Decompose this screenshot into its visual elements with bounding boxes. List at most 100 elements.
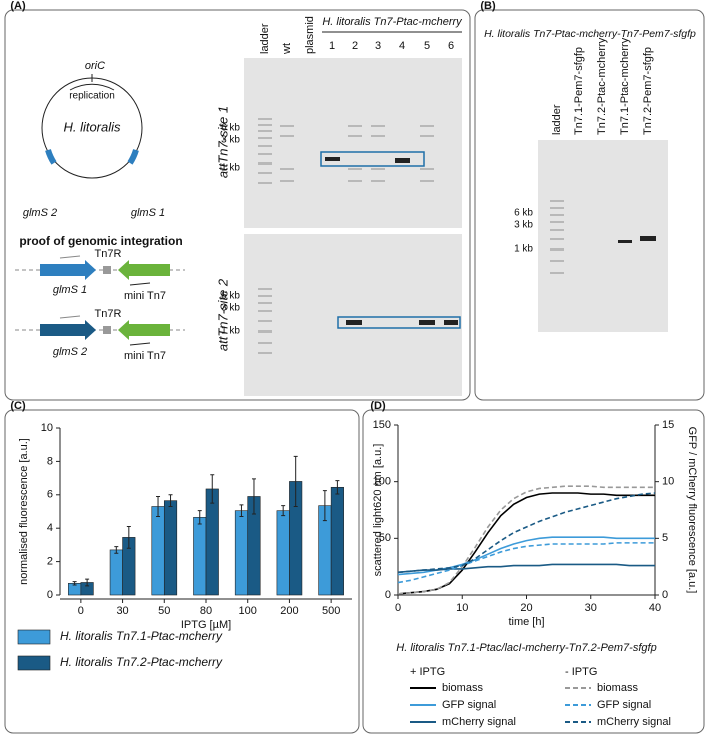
y2-tick-label: 15 xyxy=(662,419,674,431)
y-tick-label: 0 xyxy=(47,589,53,601)
x-tick-label: 500 xyxy=(322,605,340,617)
series-line xyxy=(397,563,655,574)
replication-arrow xyxy=(69,83,115,91)
error-bar xyxy=(156,495,161,518)
lane-label: ladder xyxy=(551,104,563,135)
construct: Tn7R glmS 2 mini Tn7 xyxy=(15,308,185,362)
y2-tick-label: 0 xyxy=(662,589,668,601)
gene-label: glmS 2 xyxy=(53,346,87,358)
panel-c-frame xyxy=(4,409,360,734)
x-tick-label: 20 xyxy=(520,602,532,614)
y-tick-label: 8 xyxy=(47,455,53,467)
y-tick-label: 6 xyxy=(47,489,53,501)
clone-label: 6 xyxy=(448,40,454,52)
y-axis-title: scattered light620 nm [a.u.] xyxy=(372,444,384,577)
lane-label: wt xyxy=(281,43,293,55)
legend-label: biomass xyxy=(597,682,638,694)
size-label: 6 kb xyxy=(221,123,240,134)
x-tick-label: 10 xyxy=(456,602,468,614)
bar xyxy=(276,510,290,596)
section-title: proof of genomic integration xyxy=(19,234,182,248)
size-label: 1 kb xyxy=(221,326,240,337)
legend-label: GFP signal xyxy=(442,699,496,711)
x-tick-label: 40 xyxy=(649,602,661,614)
series-line xyxy=(397,536,655,576)
x-tick-label: 0 xyxy=(395,602,401,614)
x-tick-label: 30 xyxy=(116,605,128,617)
series-line xyxy=(397,492,655,595)
size-label: 6 kb xyxy=(514,208,533,219)
site-label: attTn7-site 1 xyxy=(215,106,230,178)
clone-label: 4 xyxy=(399,40,405,52)
panel-label: (A) xyxy=(10,0,26,12)
x-axis-title: time [h] xyxy=(508,616,544,628)
legend-label: H. litoralis Tn7.2-Ptac-mcherry xyxy=(60,655,223,669)
legend-swatch xyxy=(17,655,51,671)
x-tick-label: 100 xyxy=(239,605,257,617)
clone-label: 1 xyxy=(329,40,335,52)
panel-d-frame xyxy=(362,409,705,734)
y-tick-label: 50 xyxy=(379,532,391,544)
panel-b-frame xyxy=(474,9,705,401)
element-label: Tn7R xyxy=(95,248,122,260)
size-label: 1 kb xyxy=(221,163,240,174)
clone-label: 2 xyxy=(352,40,358,52)
bar xyxy=(151,506,165,596)
y-tick-label: 2 xyxy=(47,556,53,568)
chart-title: H. litoralis Tn7.1-Ptac/lacI-mcherry-Tn7… xyxy=(396,642,656,654)
y-tick-label: 4 xyxy=(47,522,53,534)
bar xyxy=(109,549,123,596)
gel-bands xyxy=(258,118,461,354)
legend-group: - IPTG xyxy=(565,666,597,678)
glms-right xyxy=(127,149,139,165)
panel-label: (B) xyxy=(480,0,496,12)
x-tick-label: 50 xyxy=(158,605,170,617)
bar xyxy=(234,510,249,596)
legend-label: H. litoralis Tn7.1-Ptac-mcherry xyxy=(60,629,223,643)
gene-label: glmS 1 xyxy=(53,284,87,296)
lane-label: Tn7.2-Pem7-sfgfp xyxy=(642,47,654,135)
x-tick-label: 0 xyxy=(78,605,84,617)
error-bar xyxy=(72,581,77,586)
size-label: 3 kb xyxy=(221,135,240,146)
legend-label: GFP signal xyxy=(597,699,651,711)
error-bar xyxy=(281,505,286,517)
gel-image xyxy=(244,234,462,396)
y-axis-title: normalised fluorescence [a.u.] xyxy=(18,438,30,585)
error-bar xyxy=(239,504,244,518)
bar xyxy=(193,517,207,596)
error-bar xyxy=(293,455,298,507)
lane-label: Tn7.1-Ptac-mcherry xyxy=(619,37,631,135)
lane-label: plasmid xyxy=(304,16,316,54)
panel-label: (C) xyxy=(10,400,26,412)
y-tick-label: 150 xyxy=(373,419,391,431)
size-label: 3 kb xyxy=(514,220,533,231)
organism-label: H. litoralis xyxy=(63,119,121,134)
clone-label: 3 xyxy=(375,40,381,52)
x-axis-title: IPTG [µM] xyxy=(181,619,231,631)
x-tick-label: 200 xyxy=(280,605,298,617)
size-label: 1 kb xyxy=(514,244,533,255)
clone-label: 5 xyxy=(424,40,430,52)
y-tick-label: 0 xyxy=(385,589,391,601)
construct: Tn7R glmS 1 mini Tn7 xyxy=(15,248,185,302)
error-bar xyxy=(322,490,327,522)
replication-label: replication xyxy=(69,91,115,102)
bar xyxy=(205,488,219,596)
y-tick-label: 10 xyxy=(41,422,53,434)
series-line xyxy=(397,542,655,584)
error-bar xyxy=(85,578,90,587)
legend-swatch xyxy=(17,629,51,645)
lane-label: ladder xyxy=(259,23,271,54)
gel-bands xyxy=(550,200,656,274)
series-line xyxy=(397,485,655,595)
gene-label: glmS 1 xyxy=(131,207,165,219)
y-tick-label: 100 xyxy=(373,476,391,488)
error-bar xyxy=(210,474,215,504)
error-bar xyxy=(168,494,173,507)
bar xyxy=(330,486,344,596)
strain-label: H. litoralis Tn7-Ptac-mcherry-Tn7-Pem7-s… xyxy=(484,28,696,40)
gel-image xyxy=(244,58,462,228)
series-line xyxy=(397,492,656,574)
